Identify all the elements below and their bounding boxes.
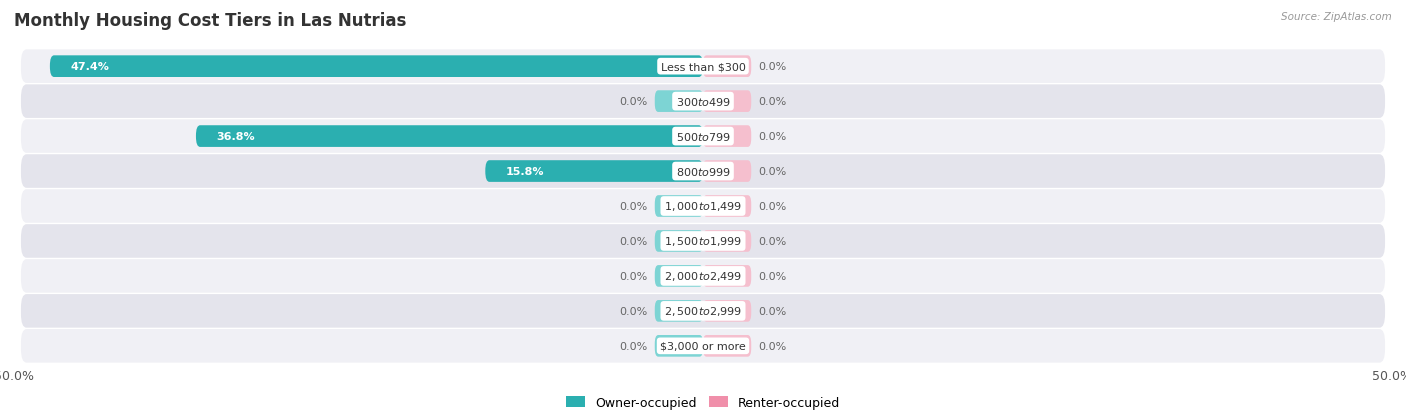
FancyBboxPatch shape xyxy=(21,50,1385,84)
FancyBboxPatch shape xyxy=(21,294,1385,328)
Text: 0.0%: 0.0% xyxy=(758,62,786,72)
FancyBboxPatch shape xyxy=(485,161,703,183)
FancyBboxPatch shape xyxy=(703,161,751,183)
Text: 0.0%: 0.0% xyxy=(758,236,786,247)
Text: 0.0%: 0.0% xyxy=(758,202,786,211)
Text: Source: ZipAtlas.com: Source: ZipAtlas.com xyxy=(1281,12,1392,22)
Text: 47.4%: 47.4% xyxy=(70,62,110,72)
FancyBboxPatch shape xyxy=(703,335,751,357)
FancyBboxPatch shape xyxy=(655,91,703,113)
Text: 0.0%: 0.0% xyxy=(620,271,648,281)
FancyBboxPatch shape xyxy=(21,155,1385,188)
Text: 0.0%: 0.0% xyxy=(620,341,648,351)
Text: 0.0%: 0.0% xyxy=(620,202,648,211)
FancyBboxPatch shape xyxy=(703,196,751,217)
FancyBboxPatch shape xyxy=(703,56,751,78)
Text: 0.0%: 0.0% xyxy=(758,166,786,177)
Text: Less than $300: Less than $300 xyxy=(661,62,745,72)
FancyBboxPatch shape xyxy=(21,120,1385,154)
FancyBboxPatch shape xyxy=(703,300,751,322)
FancyBboxPatch shape xyxy=(655,335,703,357)
FancyBboxPatch shape xyxy=(21,85,1385,119)
Text: 15.8%: 15.8% xyxy=(506,166,544,177)
Text: 0.0%: 0.0% xyxy=(620,97,648,107)
FancyBboxPatch shape xyxy=(21,225,1385,258)
FancyBboxPatch shape xyxy=(703,126,751,147)
FancyBboxPatch shape xyxy=(655,230,703,252)
Text: $1,500 to $1,999: $1,500 to $1,999 xyxy=(664,235,742,248)
FancyBboxPatch shape xyxy=(703,230,751,252)
Text: 36.8%: 36.8% xyxy=(217,132,256,142)
Text: 0.0%: 0.0% xyxy=(620,236,648,247)
Text: $500 to $799: $500 to $799 xyxy=(675,131,731,143)
FancyBboxPatch shape xyxy=(703,91,751,113)
FancyBboxPatch shape xyxy=(655,196,703,217)
Legend: Owner-occupied, Renter-occupied: Owner-occupied, Renter-occupied xyxy=(561,391,845,413)
Text: $2,500 to $2,999: $2,500 to $2,999 xyxy=(664,305,742,318)
Text: $2,000 to $2,499: $2,000 to $2,499 xyxy=(664,270,742,283)
Text: 0.0%: 0.0% xyxy=(758,271,786,281)
FancyBboxPatch shape xyxy=(195,126,703,147)
Text: 0.0%: 0.0% xyxy=(758,341,786,351)
Text: $1,000 to $1,499: $1,000 to $1,499 xyxy=(664,200,742,213)
Text: 0.0%: 0.0% xyxy=(758,132,786,142)
Text: 0.0%: 0.0% xyxy=(758,306,786,316)
FancyBboxPatch shape xyxy=(21,259,1385,293)
Text: $800 to $999: $800 to $999 xyxy=(675,166,731,178)
Text: $300 to $499: $300 to $499 xyxy=(675,96,731,108)
Text: $3,000 or more: $3,000 or more xyxy=(661,341,745,351)
Text: 0.0%: 0.0% xyxy=(758,97,786,107)
FancyBboxPatch shape xyxy=(21,329,1385,363)
FancyBboxPatch shape xyxy=(21,190,1385,223)
FancyBboxPatch shape xyxy=(655,266,703,287)
Text: 0.0%: 0.0% xyxy=(620,306,648,316)
FancyBboxPatch shape xyxy=(49,56,703,78)
FancyBboxPatch shape xyxy=(703,266,751,287)
Text: Monthly Housing Cost Tiers in Las Nutrias: Monthly Housing Cost Tiers in Las Nutria… xyxy=(14,12,406,30)
FancyBboxPatch shape xyxy=(655,300,703,322)
